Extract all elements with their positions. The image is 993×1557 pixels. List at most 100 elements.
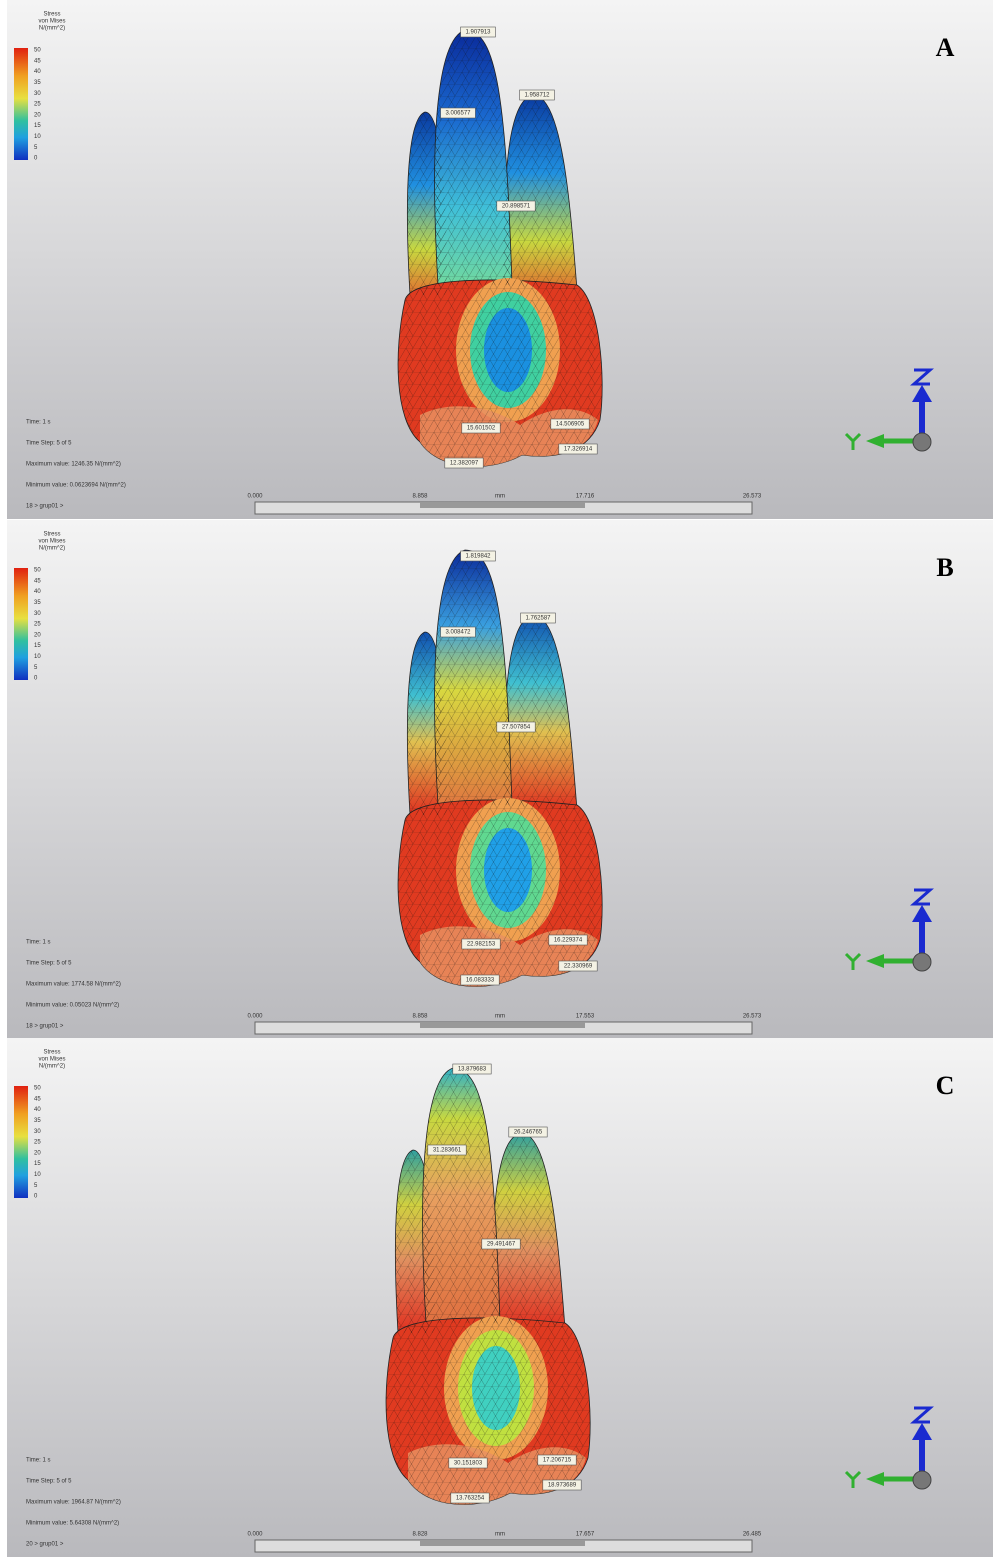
probe-value: 29.491467 [487,1242,516,1248]
legend-tick-label: 25 [34,622,41,628]
scale-bar-segment [420,1540,585,1546]
legend-tick-label: 50 [34,48,41,54]
scale-label: 8.858 [412,1014,428,1020]
legend-colorbar [14,48,28,160]
legend-title: Stress [43,532,60,538]
scale-label: mm [495,1014,505,1020]
legend-tick-label: 30 [34,91,41,97]
legend-tick-label: 20 [34,1150,41,1156]
legend-title: N/(mm^2) [39,546,65,552]
panel: Stressvon MisesN/(mm^2)50454035302520151… [7,1038,993,1557]
legend-tick-label: 10 [34,1172,41,1178]
origin-sphere [913,1471,931,1489]
scale-label: mm [495,494,505,500]
scale-label: 26.573 [743,1014,762,1020]
mesh [386,1318,590,1504]
probe-value: 18.973689 [548,1483,577,1489]
scale-label: 8.828 [412,1532,428,1538]
scale-label: 17.657 [576,1532,595,1538]
probe-value: 22.330969 [564,964,593,970]
legend-title: N/(mm^2) [39,26,65,32]
legend-title: von Mises [38,1057,65,1063]
origin-sphere [913,433,931,451]
probe-value: 14.506905 [556,422,585,428]
legend-tick-label: 10 [34,134,41,140]
page: Stressvon MisesN/(mm^2)50454035302520151… [0,0,993,1557]
info-text: Maximum value: 1774.58 N/(mm^2) [26,982,121,988]
info-text: 20 > grup01 > [26,1542,64,1548]
probe-value: 12.382097 [450,461,479,467]
legend-title: von Mises [38,19,65,25]
probe-value: 13.763254 [456,1496,485,1502]
scale-label: mm [495,1532,505,1538]
scale-bar-segment [420,1022,585,1028]
scale-label: 8.858 [412,494,428,500]
info-text: Time: 1 s [26,420,50,426]
scale-label: 26.485 [743,1532,762,1538]
info-text: Minimum value: 0.05023 N/(mm^2) [26,1003,119,1009]
probe-value: 22.982153 [467,942,496,948]
scale-bar-segment [420,502,585,508]
legend-tick-label: 45 [34,58,41,64]
info-text: Time: 1 s [26,940,50,946]
origin-sphere [913,953,931,971]
legend-tick-label: 35 [34,80,41,86]
mesh [398,280,602,466]
info-text: Time Step: 5 of 5 [26,1479,72,1485]
legend-tick-label: 30 [34,1129,41,1135]
info-text: Minimum value: 0.0623694 N/(mm^2) [26,483,126,489]
legend-tick-label: 15 [34,1161,41,1167]
legend-title: Stress [43,12,60,18]
legend-tick-label: 10 [34,654,41,660]
probe-value: 30.151803 [454,1461,483,1467]
legend-tick-label: 35 [34,1118,41,1124]
mesh [398,800,602,986]
probe-value: 3.006577 [445,111,471,117]
panel-label: A [936,33,955,62]
probe-value: 26.246765 [514,1130,543,1136]
info-text: Maximum value: 1964.87 N/(mm^2) [26,1500,121,1506]
legend-tick-label: 35 [34,600,41,606]
legend-tick-label: 30 [34,611,41,617]
probe-value: 17.206715 [543,1458,572,1464]
legend-colorbar [14,1086,28,1198]
scale-label: 26.573 [743,494,762,500]
probe-value: 27.507854 [502,725,531,731]
info-text: Time: 1 s [26,1458,50,1464]
legend-tick-label: 15 [34,123,41,129]
legend-tick-label: 15 [34,643,41,649]
probe-value: 20.898571 [502,204,531,210]
probe-value: 1.958712 [524,93,550,99]
scale-label: 0.000 [247,1014,263,1020]
probe-value: 13.879683 [458,1067,487,1073]
legend-tick-label: 20 [34,112,41,118]
probe-value: 1.907913 [465,30,491,36]
info-text: Minimum value: 5.64308 N/(mm^2) [26,1521,119,1527]
probe-value: 16.083333 [466,978,495,984]
probe-value: 3.008472 [445,630,471,636]
probe-value: 15.601502 [467,426,496,432]
legend-tick-label: 40 [34,589,41,595]
legend-tick-label: 25 [34,102,41,108]
panel-label: C [936,1071,955,1100]
panel-label: B [936,553,953,582]
info-text: Maximum value: 1246.35 N/(mm^2) [26,462,121,468]
probe-value: 1.762587 [525,616,551,622]
probe-value: 16.229374 [554,938,583,944]
probe-value: 1.819842 [465,554,491,560]
legend-colorbar [14,568,28,680]
legend-tick-label: 20 [34,632,41,638]
legend-tick-label: 45 [34,1096,41,1102]
scale-label: 0.000 [247,1532,263,1538]
legend-title: von Mises [38,539,65,545]
legend-title: N/(mm^2) [39,1064,65,1070]
legend-tick-label: 50 [34,1086,41,1092]
info-text: 18 > grup01 > [26,504,64,510]
info-text: Time Step: 5 of 5 [26,961,72,967]
legend-tick-label: 40 [34,69,41,75]
scale-label: 17.716 [576,494,595,500]
legend-tick-label: 40 [34,1107,41,1113]
scale-label: 17.553 [576,1014,595,1020]
scale-label: 0.000 [247,494,263,500]
